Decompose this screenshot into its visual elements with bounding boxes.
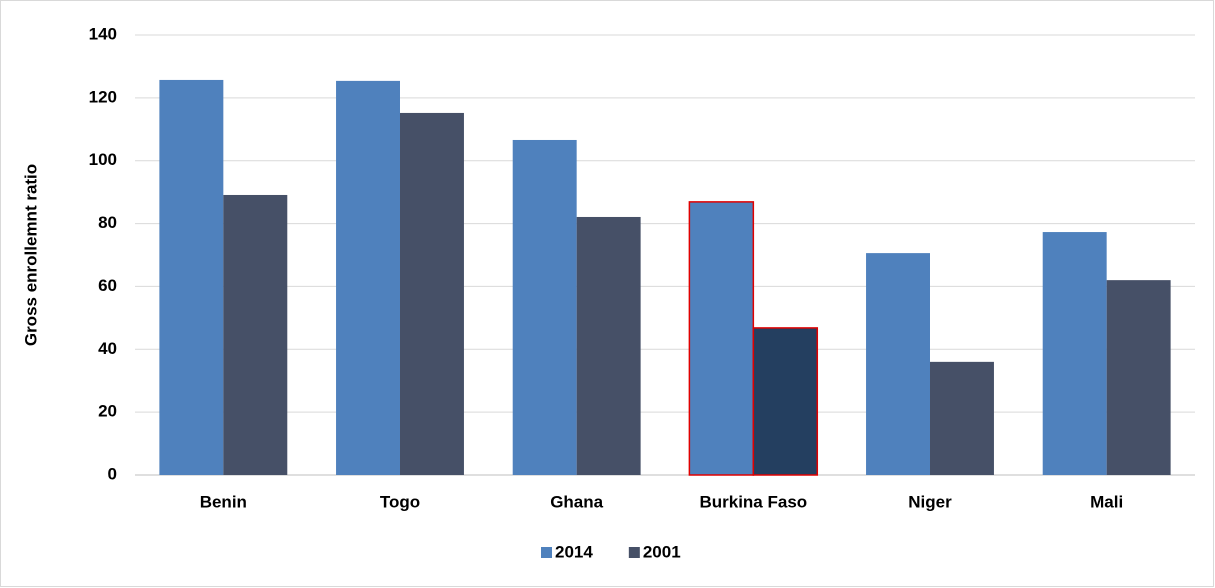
y-tick-label: 80 bbox=[98, 213, 117, 232]
y-tick-label: 0 bbox=[108, 464, 117, 483]
y-tick-label: 60 bbox=[98, 276, 117, 295]
bar bbox=[1106, 280, 1171, 475]
bar bbox=[930, 361, 994, 475]
bar bbox=[336, 80, 400, 475]
bar bbox=[576, 216, 641, 475]
x-tick-label: Niger bbox=[908, 492, 952, 511]
bar bbox=[512, 139, 577, 475]
legend-label: 2001 bbox=[643, 542, 681, 561]
bar bbox=[752, 327, 819, 476]
x-tick-label: Togo bbox=[380, 492, 420, 511]
y-tick-label: 100 bbox=[89, 150, 117, 169]
x-tick-label: Burkina Faso bbox=[699, 492, 807, 511]
y-tick-label: 120 bbox=[89, 87, 117, 106]
x-tick-label: Benin bbox=[200, 492, 247, 511]
bar bbox=[223, 194, 288, 475]
y-tick-label: 40 bbox=[98, 339, 117, 358]
x-tick-label: Ghana bbox=[550, 492, 603, 511]
bar bbox=[400, 112, 464, 475]
bar bbox=[159, 79, 224, 475]
legend-label: 2014 bbox=[555, 542, 593, 561]
y-tick-label: 20 bbox=[98, 402, 117, 421]
legend-swatch bbox=[541, 547, 552, 558]
legend-swatch bbox=[628, 547, 640, 558]
y-tick-label: 140 bbox=[89, 24, 117, 43]
y-axis-label: Gross enrollemnt ratio bbox=[21, 164, 40, 346]
bar bbox=[688, 201, 755, 476]
bar bbox=[1042, 232, 1107, 475]
x-tick-label: Mali bbox=[1090, 492, 1123, 511]
bar bbox=[866, 253, 930, 475]
